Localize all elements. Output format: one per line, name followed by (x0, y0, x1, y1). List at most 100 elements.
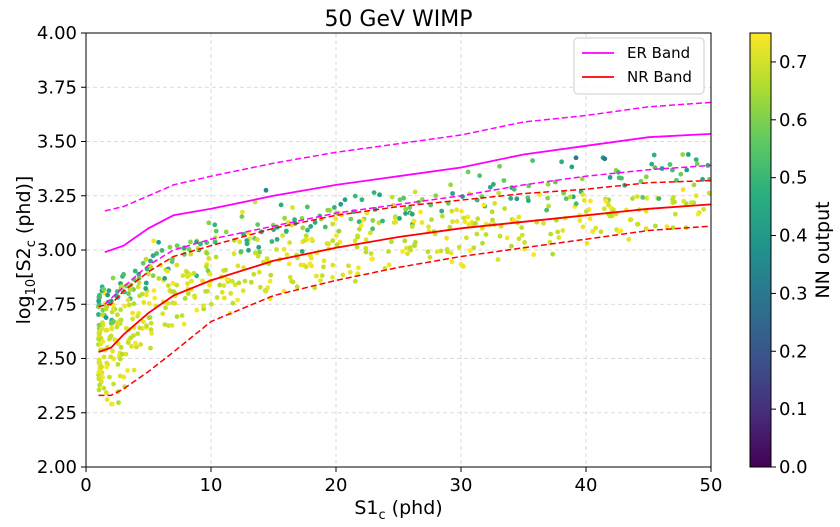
scatter-point (194, 307, 200, 313)
scatter-point (238, 249, 244, 254)
scatter-point (125, 297, 131, 303)
scatter-point (496, 190, 502, 196)
scatter-point (156, 239, 162, 245)
scatter-point (434, 249, 440, 255)
scatter-point (284, 228, 289, 234)
scatter-point (705, 163, 711, 168)
scatter-point (307, 261, 313, 267)
scatter-point (271, 227, 276, 233)
scatter-point (634, 194, 640, 200)
scatter-point (96, 387, 102, 393)
scatter-point (170, 280, 176, 286)
scatter-point (206, 220, 212, 226)
scatter-point (492, 201, 498, 206)
scatter-point (223, 229, 229, 235)
scatter-point (693, 193, 699, 199)
scatter-point (465, 214, 471, 220)
scatter-point (560, 228, 566, 233)
scatter-point (555, 229, 561, 235)
scatter-point (363, 245, 369, 251)
scatter-point (99, 364, 104, 370)
legend-nr-label: NR Band (627, 68, 692, 86)
scatter-point (109, 325, 115, 331)
scatter-point (519, 232, 525, 238)
scatter-point (207, 271, 213, 277)
scatter-point (678, 171, 684, 177)
scatter-point (409, 224, 415, 229)
scatter-point (418, 209, 423, 215)
scatter-point (497, 163, 502, 169)
scatter-point (308, 224, 314, 229)
scatter-point (131, 333, 136, 338)
scatter-point (104, 364, 109, 370)
scatter-point (242, 278, 248, 284)
scatter-point (103, 306, 109, 312)
colorbar-tick-label: 0.1 (779, 399, 808, 420)
scatter-point (110, 348, 115, 354)
y-tick-label: 2.75 (37, 294, 77, 315)
scatter-point (358, 223, 364, 228)
scatter-point (376, 220, 382, 226)
scatter-point (352, 238, 358, 244)
scatter-point (656, 196, 662, 202)
scatter-point (192, 295, 198, 300)
scatter-point (201, 303, 206, 309)
scatter-point (330, 274, 335, 280)
scatter-point (131, 301, 137, 307)
scatter-point (188, 251, 194, 257)
scatter-point (603, 198, 609, 204)
scatter-point (371, 190, 377, 196)
scatter-point (607, 175, 613, 180)
scatter-point (573, 155, 579, 161)
scatter-point (573, 201, 579, 207)
scatter-point (616, 229, 622, 235)
scatter-point (104, 397, 110, 402)
scatter-point (126, 302, 132, 308)
scatter-point (545, 195, 550, 201)
scatter-point (577, 218, 583, 223)
scatter-point (444, 246, 450, 252)
scatter-point (137, 293, 143, 299)
scatter-point (353, 278, 358, 284)
scatter-point (96, 322, 102, 328)
scatter-point (695, 211, 701, 217)
colorbar (749, 32, 772, 468)
nr-band-median (98, 203, 711, 353)
scatter-point (444, 235, 449, 241)
scatter-point (237, 239, 243, 245)
scatter-point (598, 229, 604, 235)
scatter-point (230, 300, 236, 306)
scatter-point (588, 198, 593, 204)
scatter-point (255, 253, 261, 259)
scatter-point (118, 307, 123, 313)
scatter-point (282, 215, 287, 221)
er-band-lower (104, 164, 711, 305)
scatter-point (367, 230, 373, 236)
scatter-point (559, 159, 564, 165)
scatter-point (550, 251, 556, 257)
scatter-point (321, 264, 326, 270)
scatter-point (626, 237, 632, 242)
scatter-point (419, 220, 425, 225)
scatter-point (138, 342, 144, 347)
scatter-point (411, 218, 417, 224)
scatter-point (109, 401, 115, 407)
scatter-point (115, 312, 120, 318)
scatter-point (131, 367, 137, 373)
scatter-point (300, 225, 306, 231)
scatter-point (504, 235, 510, 241)
scatter-point (101, 354, 107, 360)
scatter-point (563, 196, 569, 202)
scatter-point (125, 368, 130, 373)
scatter-point (643, 174, 649, 180)
scatter-point (134, 344, 139, 350)
scatter-point (244, 238, 250, 244)
scatter-point (670, 194, 676, 200)
scatter-point (198, 241, 203, 247)
scatter-point (425, 249, 431, 255)
colorbar-tick-label: 0.6 (779, 110, 808, 131)
scatter-point (321, 258, 327, 264)
scatter-point (248, 279, 254, 285)
scatter-point (115, 362, 121, 367)
